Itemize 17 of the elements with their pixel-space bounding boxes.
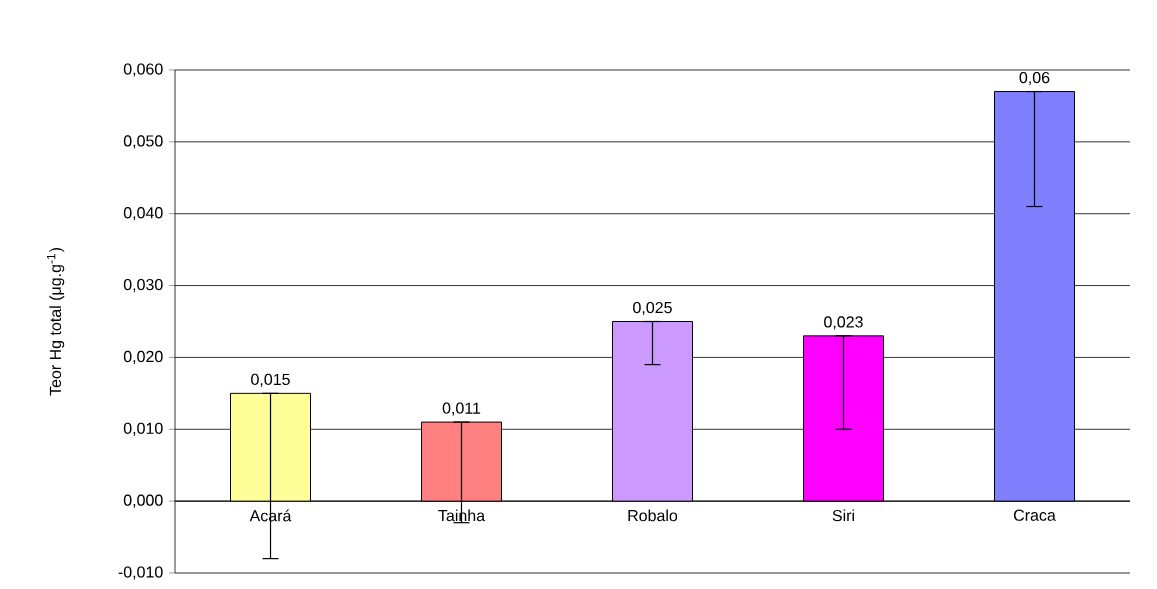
y-axis-title: Teor Hg total (μg.g$^{-1}$) <box>47 248 65 396</box>
x-tick-label: Robalo <box>628 509 678 522</box>
y-tick-label: 0,050 <box>123 135 163 149</box>
y-tick-label: 0,010 <box>123 422 163 436</box>
data-label: 0,023 <box>824 316 863 330</box>
y-tick-label: 0,030 <box>123 278 163 293</box>
x-tick-label: Craca <box>1013 509 1056 521</box>
data-label: 0,015 <box>251 373 290 387</box>
y-tick-label: 0,060 <box>123 63 163 77</box>
data-label: 0,06 <box>1019 71 1050 86</box>
y-tick-label: 0,020 <box>123 350 163 365</box>
data-label: 0,025 <box>633 301 672 316</box>
data-label: 0,011 <box>442 402 481 416</box>
y-tick-label: -0,010 <box>118 566 163 580</box>
y-tick-label: 0,040 <box>123 207 163 221</box>
x-tick-label: Siri <box>832 509 854 522</box>
y-tick-label: 0,000 <box>123 494 163 508</box>
